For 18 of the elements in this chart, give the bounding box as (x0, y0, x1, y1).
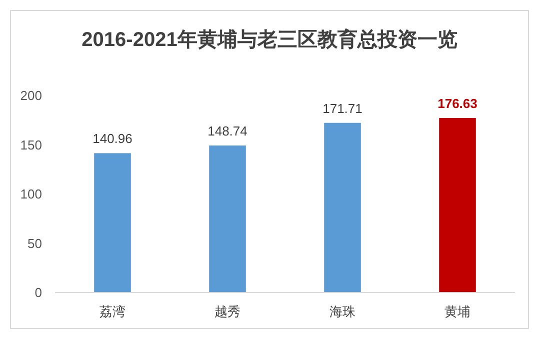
data-label: 148.74 (208, 123, 248, 138)
data-label: 140.96 (92, 131, 132, 146)
bar (324, 122, 361, 292)
y-tick-label: 0 (34, 285, 42, 300)
y-tick-label: 150 (20, 137, 42, 152)
y-tick-label: 100 (20, 186, 42, 202)
data-label: 176.63 (438, 96, 478, 112)
bar (94, 153, 131, 292)
x-tick-label: 海珠 (330, 304, 356, 319)
chart-title: 2016-2021年黄埔与老三区教育总投资一览 (82, 28, 458, 51)
x-tick-label: 荔湾 (100, 304, 126, 319)
y-tick-label: 200 (20, 88, 42, 103)
x-tick-label: 黄埔 (444, 304, 470, 319)
bar (209, 145, 246, 292)
y-tick-label: 50 (28, 236, 42, 251)
x-tick-label: 越秀 (214, 304, 240, 319)
data-label: 171.71 (322, 100, 362, 116)
bar (439, 118, 476, 292)
